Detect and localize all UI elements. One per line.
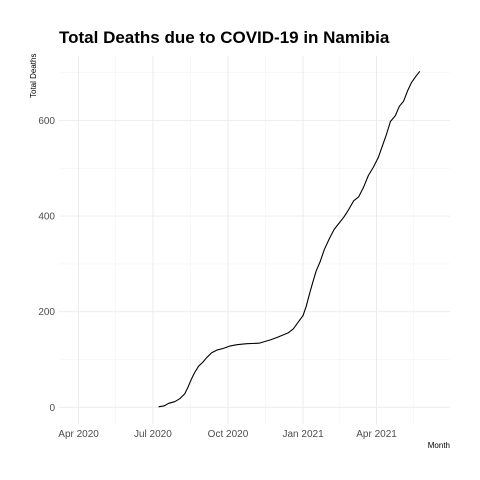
grid [59, 56, 450, 424]
x-tick-label: Apr 2020 [58, 429, 99, 440]
y-tick-label: 400 [38, 212, 55, 223]
y-axis-title: Total Deaths [29, 54, 38, 98]
x-tick-label: Apr 2021 [356, 429, 397, 440]
y-tick-label: 600 [38, 116, 55, 127]
y-axis-ticks: 0 200 400 600 [38, 116, 55, 414]
x-tick-label: Jul 2020 [134, 429, 172, 440]
x-tick-label: Jan 2021 [282, 429, 324, 440]
y-tick-label: 200 [38, 307, 55, 318]
y-tick-label: 0 [49, 403, 55, 414]
series-layer [158, 70, 421, 408]
series-line [158, 70, 421, 408]
x-axis-ticks: Apr 2020 Jul 2020 Oct 2020 Jan 2021 Apr 2021 [58, 429, 397, 440]
x-axis-title: Month [428, 441, 450, 450]
x-tick-label: Oct 2020 [208, 429, 249, 440]
chart-title: Total Deaths due to COVID-19 in Namibia [59, 28, 390, 47]
